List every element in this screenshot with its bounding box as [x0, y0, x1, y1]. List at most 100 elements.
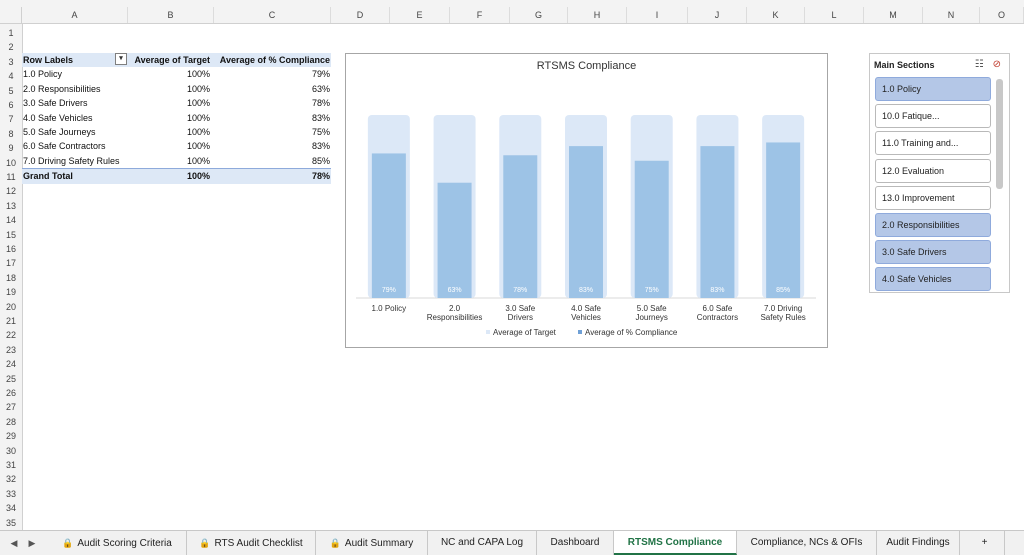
sheet-tab[interactable]: NC and CAPA Log: [428, 531, 537, 555]
compliance-bar[interactable]: [634, 160, 669, 298]
row-header[interactable]: 26: [5, 388, 16, 398]
column-header-f[interactable]: F: [450, 7, 510, 23]
row-header[interactable]: 31: [5, 460, 16, 470]
row-header[interactable]: 6: [8, 100, 14, 110]
filter-icon[interactable]: ▾: [115, 53, 127, 65]
row-header[interactable]: 27: [5, 402, 16, 413]
pivot-row-target: 100%: [186, 83, 210, 94]
slicer-item[interactable]: 12.0 Evaluation: [875, 158, 991, 183]
row-header[interactable]: 33: [5, 488, 16, 499]
row-header[interactable]: 21: [5, 316, 16, 326]
slicer-item[interactable]: 11.0 Training and...: [875, 131, 991, 156]
row-header[interactable]: 1: [8, 28, 14, 38]
row-header[interactable]: 16: [5, 244, 16, 254]
column-header-g[interactable]: G: [510, 7, 568, 23]
slicer-item[interactable]: 10.0 Fatique...: [875, 104, 991, 129]
row-header[interactable]: 32: [5, 474, 16, 485]
row-header[interactable]: 5: [8, 85, 14, 96]
column-header-e[interactable]: E: [390, 7, 450, 23]
slicer-item[interactable]: 1.0 Policy: [875, 77, 991, 101]
pivot-row-compliance: 83%: [311, 112, 330, 123]
row-header[interactable]: 30: [5, 445, 16, 456]
prev-sheet-icon[interactable]: ◀: [10, 538, 18, 548]
compliance-bar[interactable]: [766, 142, 801, 298]
pivot-row-target: 100%: [186, 98, 210, 109]
sheet-tab[interactable]: Audit Findings: [877, 531, 960, 555]
column-header-o[interactable]: O: [980, 7, 1024, 23]
compliance-bar[interactable]: [569, 146, 603, 298]
pivot-header-target: Average of Target: [134, 55, 210, 65]
slicer-item[interactable]: 2.0 Responsibilities: [875, 213, 991, 237]
column-header-n[interactable]: N: [923, 7, 980, 23]
row-header[interactable]: 29: [5, 431, 16, 442]
row-header[interactable]: 22: [5, 330, 16, 341]
multi-select-icon[interactable]: ☷: [974, 59, 984, 70]
row-header[interactable]: 10: [5, 157, 16, 168]
add-sheet-icon[interactable]: +: [965, 531, 1005, 555]
column-header-d[interactable]: D: [331, 7, 390, 23]
legend-label[interactable]: Average of Target: [493, 328, 557, 337]
row-header[interactable]: 28: [5, 416, 16, 427]
column-header-h[interactable]: H: [568, 7, 627, 23]
column-header-k[interactable]: K: [747, 7, 805, 23]
slicer-scrollbar[interactable]: [996, 79, 1003, 189]
compliance-bar[interactable]: [503, 155, 538, 298]
next-sheet-icon[interactable]: ▶: [28, 538, 36, 548]
column-header-l[interactable]: L: [805, 7, 864, 23]
column-header-b[interactable]: B: [128, 7, 214, 23]
pivot-row[interactable]: 7.0 Driving Safety Rules 100% 85%: [22, 154, 331, 168]
column-header-i[interactable]: I: [627, 7, 688, 23]
sheet-tab[interactable]: 🔒 Audit Summary: [316, 531, 428, 555]
row-header[interactable]: 18: [5, 272, 16, 283]
row-header[interactable]: 15: [5, 229, 16, 240]
column-header-c[interactable]: C: [214, 7, 331, 23]
compliance-bar[interactable]: [371, 153, 406, 298]
sheet-tab[interactable]: RTSMS Compliance: [614, 531, 737, 555]
row-header[interactable]: 19: [5, 287, 16, 298]
compliance-bar[interactable]: [437, 182, 472, 298]
sheet-tab[interactable]: Compliance, NCs & OFIs: [737, 531, 877, 555]
pivot-row-label: 5.0 Safe Journeys: [23, 127, 96, 137]
column-header-j[interactable]: J: [688, 7, 747, 23]
rtsms-compliance-chart[interactable]: RTSMS Compliance 79% 1.0 Policy 63% 2.0 Resp…: [345, 53, 828, 348]
row-header[interactable]: 13: [5, 200, 16, 211]
sheet-tab[interactable]: Dashboard: [537, 531, 614, 555]
row-header[interactable]: 8: [8, 128, 14, 139]
main-sections-slicer[interactable]: Main Sections ☷ ⊘ 1.0 Policy 10.0 Fatique…: [869, 53, 1010, 293]
row-header[interactable]: 2: [8, 42, 14, 53]
row-header[interactable]: 14: [5, 215, 16, 226]
row-header[interactable]: 24: [5, 359, 16, 370]
legend-label[interactable]: Average of % Compliance: [585, 328, 678, 337]
pivot-row[interactable]: 3.0 Safe Drivers 100% 78%: [22, 96, 331, 110]
category-label: 3.0 Safe Drivers: [505, 304, 535, 322]
column-header-m[interactable]: M: [864, 7, 923, 23]
row-header[interactable]: 23: [5, 344, 16, 355]
pivot-row[interactable]: 6.0 Safe Contractors 100% 83%: [22, 139, 331, 153]
clear-filter-icon[interactable]: ⊘: [992, 59, 1001, 70]
sheet-tab[interactable]: 🔒 Audit Scoring Criteria: [48, 531, 187, 555]
column-header-a[interactable]: A: [22, 7, 128, 23]
row-header[interactable]: 12: [5, 186, 16, 197]
compliance-bar[interactable]: [700, 146, 735, 298]
row-header[interactable]: 35: [5, 517, 16, 528]
pivot-total-target: 100%: [186, 171, 210, 182]
row-header[interactable]: 9: [8, 143, 14, 154]
row-header[interactable]: 17: [5, 258, 16, 269]
row-header[interactable]: 20: [5, 301, 16, 312]
pivot-row[interactable]: 5.0 Safe Journeys 100% 75%: [22, 125, 331, 139]
select-all-corner[interactable]: [0, 7, 22, 23]
slicer-item[interactable]: 13.0 Improvement: [875, 185, 991, 210]
sheet-tab[interactable]: 🔒 RTS Audit Checklist: [187, 531, 316, 555]
pivot-row[interactable]: 2.0 Responsibilities 100% 63%: [22, 82, 331, 96]
pivot-row[interactable]: 4.0 Safe Vehicles 100% 83%: [22, 111, 331, 125]
slicer-item[interactable]: 4.0 Safe Vehicles: [875, 267, 991, 292]
row-header[interactable]: 4: [8, 71, 14, 82]
pivot-grand-total-row: Grand Total 100% 78%: [22, 168, 331, 184]
row-header[interactable]: 25: [5, 373, 16, 384]
row-header[interactable]: 7: [8, 114, 14, 125]
pivot-row[interactable]: 1.0 Policy 100% 79%: [22, 67, 331, 81]
row-header[interactable]: 3: [8, 56, 14, 67]
row-header[interactable]: 11: [6, 172, 16, 182]
slicer-item[interactable]: 3.0 Safe Drivers: [875, 240, 991, 265]
row-header[interactable]: 34: [5, 503, 16, 514]
